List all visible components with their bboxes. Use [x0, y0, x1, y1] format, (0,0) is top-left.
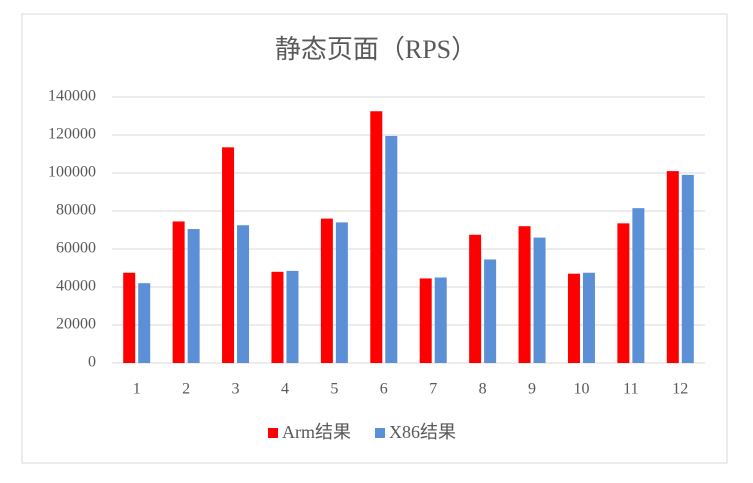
x-tick-label: 10: [573, 381, 589, 398]
bar: [237, 225, 250, 363]
x-tick-label: 9: [528, 381, 536, 398]
legend-swatch: [268, 428, 278, 438]
y-tick-label: 60000: [56, 240, 96, 257]
bar: [370, 111, 383, 363]
x-tick-label: 3: [232, 381, 240, 398]
bar: [469, 234, 482, 363]
bar: [434, 277, 447, 363]
bar: [172, 221, 185, 363]
x-tick-label: 4: [281, 381, 289, 398]
bar: [632, 208, 645, 363]
x-tick-label: 6: [380, 381, 388, 398]
bar: [533, 237, 546, 363]
bar: [419, 278, 432, 363]
bar: [123, 272, 136, 363]
x-tick-label: 7: [429, 381, 437, 398]
bar: [271, 271, 284, 363]
legend-label: Arm结果: [282, 422, 351, 442]
bar: [681, 174, 694, 363]
bar: [385, 135, 398, 363]
bar: [567, 273, 580, 363]
bar: [222, 147, 235, 363]
bar: [518, 226, 531, 363]
y-tick-label: 40000: [56, 278, 96, 295]
y-tick-label: 80000: [56, 202, 96, 219]
bar: [335, 222, 348, 363]
x-tick-label: 8: [479, 381, 487, 398]
legend-swatch: [375, 428, 385, 438]
bar: [666, 171, 679, 363]
y-tick-label: 0: [88, 354, 96, 371]
x-tick-label: 11: [623, 381, 638, 398]
bar: [320, 218, 333, 363]
y-tick-label: 100000: [48, 164, 96, 181]
y-tick-label: 120000: [48, 126, 96, 143]
y-tick-label: 140000: [48, 88, 96, 105]
bar: [484, 259, 497, 363]
chart-title: 静态页面（RPS）: [275, 35, 477, 64]
bar: [617, 223, 630, 363]
x-tick-label: 1: [133, 381, 141, 398]
x-tick-label: 12: [672, 381, 688, 398]
bar: [187, 229, 200, 363]
bar: [286, 270, 299, 363]
bar: [138, 283, 151, 363]
y-tick-label: 20000: [56, 316, 96, 333]
x-tick-label: 5: [330, 381, 338, 398]
legend-label: X86结果: [389, 422, 456, 442]
x-tick-label: 2: [182, 381, 190, 398]
bar: [582, 272, 595, 363]
